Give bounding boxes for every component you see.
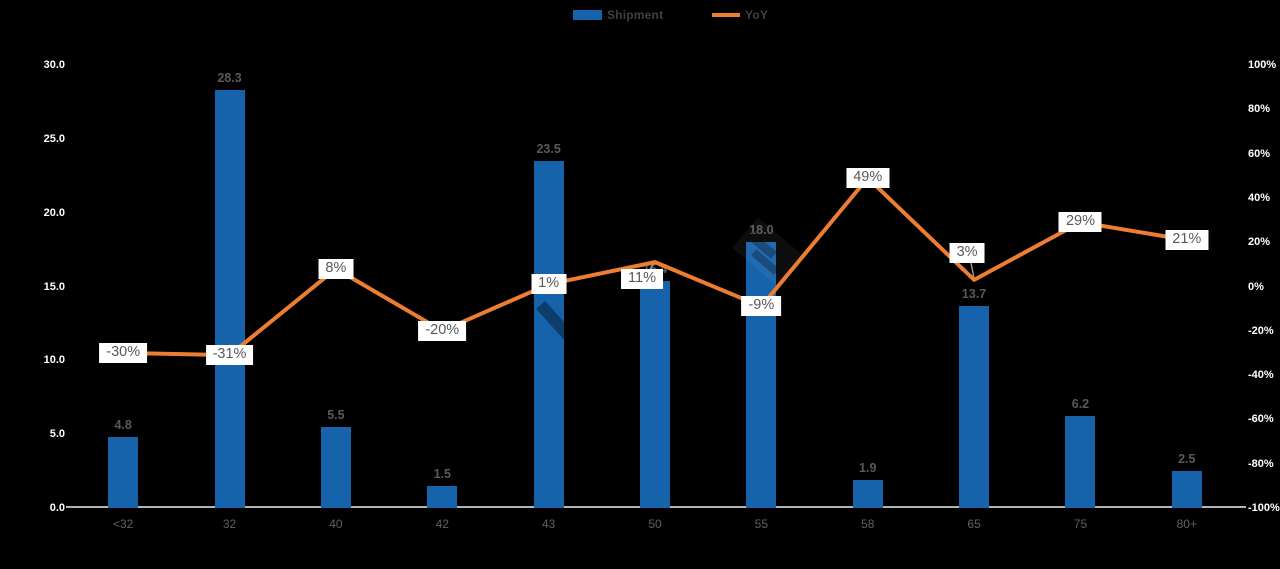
yoy-point-label-80+: 21% — [1165, 229, 1209, 250]
right-axis-tick-0%: 0% — [1248, 280, 1264, 293]
left-axis-tick-0.0: 0.0 — [49, 502, 65, 514]
bar-value-label-65: 13.7 — [961, 286, 987, 301]
right-axis-tick-60%: 60% — [1248, 147, 1271, 160]
x-axis-label-65: 65 — [967, 517, 981, 531]
bar-<32 — [108, 437, 139, 508]
yoy-point-label-65: 3% — [949, 242, 985, 263]
left-axis-tick-10.0: 10.0 — [43, 354, 65, 367]
right-axis-tick-100%: 100% — [1248, 59, 1277, 71]
bar-value-label-42: 1.5 — [433, 466, 451, 481]
bar-65 — [959, 305, 990, 508]
x-axis-label-43: 43 — [541, 517, 556, 531]
bar-40 — [320, 426, 351, 508]
right-axis-tick--60%: -60% — [1248, 413, 1274, 426]
right-axis-tick--100%: -100% — [1248, 502, 1280, 514]
legend-shipment-label: Shipment — [607, 8, 664, 22]
bar-value-label-32: 28.3 — [217, 71, 242, 86]
x-axis-label-55: 55 — [754, 517, 769, 531]
x-axis-label-32: 32 — [222, 517, 237, 531]
yoy-point-label-42: -20% — [418, 320, 467, 341]
bar-value-label-43: 23.5 — [536, 141, 561, 156]
yoy-point-label-40: 8% — [318, 258, 354, 279]
x-axis-label-80+: 80+ — [1176, 517, 1197, 531]
right-axis-tick-20%: 20% — [1248, 236, 1271, 249]
bar-55 — [746, 242, 777, 508]
label-leader-line — [970, 262, 975, 279]
chart-legend: Shipment YoY — [0, 6, 1280, 28]
yoy-point-label-75: 29% — [1058, 212, 1102, 233]
bar-32 — [214, 90, 245, 508]
bar-value-label-80+: 2.5 — [1178, 452, 1196, 467]
yoy-swatch-icon — [712, 13, 740, 17]
bar-value-label-<32: 4.8 — [114, 418, 132, 433]
right-axis-tick-80%: 80% — [1248, 103, 1271, 116]
bar-value-label-58: 1.9 — [859, 460, 877, 475]
shipment-swatch-icon — [573, 10, 602, 20]
bar-80+ — [1171, 471, 1202, 508]
left-axis-tick-20.0: 20.0 — [43, 206, 65, 219]
bar-75 — [1065, 416, 1096, 508]
yoy-point-label-<32: -30% — [99, 342, 148, 363]
bar-42 — [427, 485, 458, 508]
legend-yoy-label: YoY — [745, 8, 769, 22]
yoy-point-label-55: -9% — [741, 296, 782, 317]
right-axis-tick--80%: -80% — [1248, 457, 1274, 470]
right-axis-tick-40%: 40% — [1248, 191, 1271, 204]
x-axis-label-42: 42 — [435, 517, 449, 531]
yoy-point-label-43: 1% — [531, 274, 567, 295]
x-axis-label-75: 75 — [1073, 517, 1088, 531]
legend-item-shipment: Shipment — [573, 6, 663, 24]
x-axis-label-40: 40 — [329, 517, 343, 531]
right-axis-tick--20%: -20% — [1248, 324, 1274, 337]
legend-item-yoy: YoY — [712, 6, 768, 24]
bar-value-label-75: 6.2 — [1071, 397, 1090, 412]
bar-58 — [852, 479, 883, 508]
bar-value-label-40: 5.5 — [327, 407, 345, 422]
left-axis-tick-25.0: 25.0 — [43, 132, 65, 145]
bar-value-label-55: 18.0 — [749, 223, 774, 238]
x-axis-label-58: 58 — [861, 517, 875, 531]
yoy-point-label-58: 49% — [846, 167, 890, 188]
x-axis-label-<32: <32 — [112, 517, 134, 531]
bar-43 — [533, 160, 564, 508]
right-axis-tick--40%: -40% — [1248, 369, 1274, 382]
x-axis-label-50: 50 — [648, 517, 662, 531]
bar-50 — [640, 280, 670, 508]
left-axis-tick-30.0: 30.0 — [43, 59, 65, 71]
yoy-point-label-50: 11% — [621, 269, 663, 290]
yoy-point-label-32: -31% — [205, 345, 254, 366]
left-axis-tick-15.0: 15.0 — [43, 280, 65, 293]
left-axis-tick-5.0: 5.0 — [49, 428, 65, 441]
